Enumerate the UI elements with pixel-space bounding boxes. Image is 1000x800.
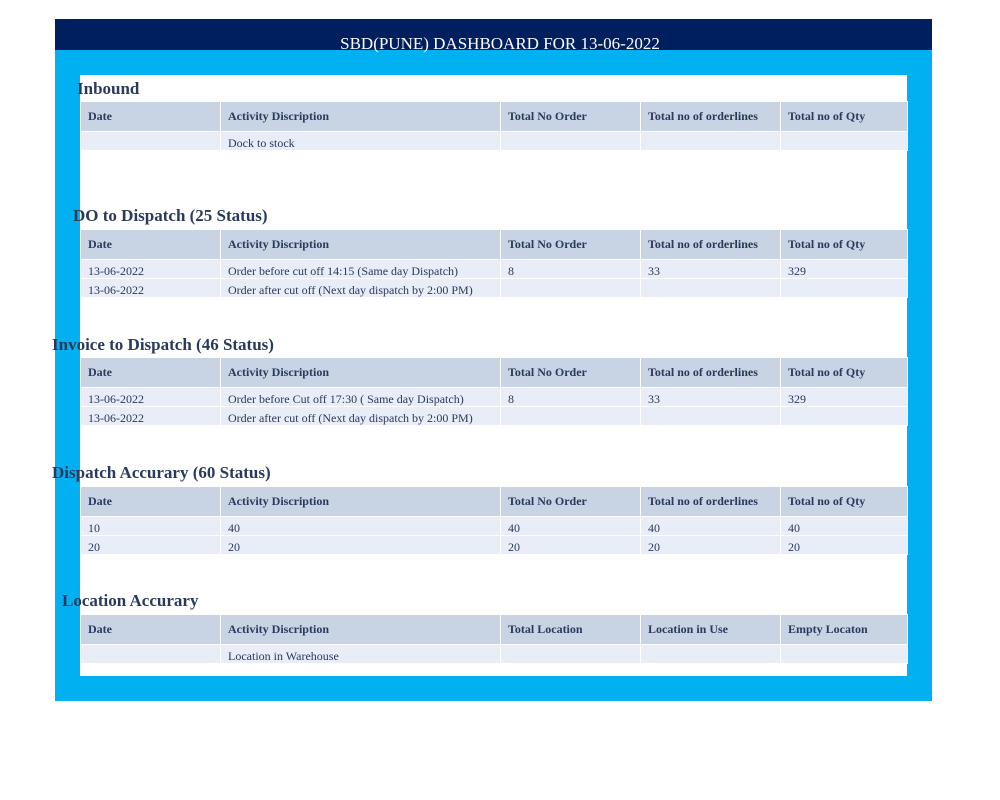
section-table: Date Activity Discription Total No Order To… <box>80 357 908 426</box>
table-cell: 20 <box>80 535 221 555</box>
table-cell: 20 <box>220 535 501 555</box>
table-cell <box>640 278 781 298</box>
table-cell <box>500 406 641 426</box>
table-cell <box>640 131 781 151</box>
column-header: Date <box>80 357 221 388</box>
table-cell: 33 <box>640 259 781 279</box>
section-table: Date Activity Discription Total Location Lo… <box>80 614 908 664</box>
column-header: Date <box>80 614 221 645</box>
table-cell: Order before Cut off 17:30 ( Same day Di… <box>220 387 501 407</box>
column-header: Activity Discription <box>220 614 501 645</box>
column-header: Total no of Qty <box>780 357 908 388</box>
section-title: Invoice to Dispatch (46 Status) <box>52 335 274 354</box>
table-row: 20 20 20 20 20 <box>80 535 908 555</box>
column-header: Activity Discription <box>220 486 501 517</box>
section-title: Dispatch Accurary (60 Status) <box>52 463 271 482</box>
column-header: Total No Order <box>500 486 641 517</box>
table-cell <box>500 644 641 664</box>
column-header: Date <box>80 229 221 260</box>
table-cell: Order after cut off (Next day dispatch b… <box>220 406 501 426</box>
page-title: SBD(PUNE) DASHBOARD FOR 13-06-2022 <box>340 34 660 53</box>
column-header: Date <box>80 486 221 517</box>
table-cell <box>780 644 908 664</box>
table-row: Dock to stock <box>80 131 908 151</box>
table-cell: Order after cut off (Next day dispatch b… <box>220 278 501 298</box>
table-cell <box>640 406 781 426</box>
table-cell: Order before cut off 14:15 (Same day Dis… <box>220 259 501 279</box>
table-header-row: Date Activity Discription Total No Order To… <box>80 486 908 517</box>
table-cell: Dock to stock <box>220 131 501 151</box>
table-cell: 13-06-2022 <box>80 278 221 298</box>
table-cell <box>780 406 908 426</box>
table-cell: 40 <box>640 516 781 536</box>
table-cell: 40 <box>500 516 641 536</box>
table-cell <box>500 278 641 298</box>
section-title: Inbound <box>77 79 140 98</box>
table-cell <box>780 278 908 298</box>
table-row: 10 40 40 40 40 <box>80 516 908 536</box>
table-cell: 20 <box>640 535 781 555</box>
table-row: 13-06-2022 Order before Cut off 17:30 ( S… <box>80 387 908 407</box>
column-header: Total no of orderlines <box>640 357 781 388</box>
column-header: Total no of orderlines <box>640 486 781 517</box>
table-cell: 13-06-2022 <box>80 259 221 279</box>
table-cell: 13-06-2022 <box>80 406 221 426</box>
column-header: Activity Discription <box>220 229 501 260</box>
table-row: 13-06-2022 Order after cut off (Next day … <box>80 278 908 298</box>
column-header: Activity Discription <box>220 357 501 388</box>
table-cell: 329 <box>780 387 908 407</box>
table-cell <box>640 644 781 664</box>
column-header: Total no of Qty <box>780 486 908 517</box>
column-header: Total no of Qty <box>780 101 908 132</box>
table-cell: 40 <box>220 516 501 536</box>
table-cell: 13-06-2022 <box>80 387 221 407</box>
column-header: Total No Order <box>500 229 641 260</box>
column-header: Total no of orderlines <box>640 229 781 260</box>
column-header: Total no of orderlines <box>640 101 781 132</box>
section-table: Date Activity Discription Total No Order To… <box>80 101 908 151</box>
table-header-row: Date Activity Discription Total No Order To… <box>80 229 908 260</box>
table-cell: 10 <box>80 516 221 536</box>
table-row: 13-06-2022 Order after cut off (Next day … <box>80 406 908 426</box>
table-cell: 20 <box>500 535 641 555</box>
column-header: Activity Discription <box>220 101 501 132</box>
column-header: Date <box>80 101 221 132</box>
table-cell: 329 <box>780 259 908 279</box>
table-cell <box>780 131 908 151</box>
section-title: Location Accurary <box>62 591 199 610</box>
table-cell: 8 <box>500 387 641 407</box>
table-cell: 40 <box>780 516 908 536</box>
column-header: Empty Locaton <box>780 614 908 645</box>
section-table: Date Activity Discription Total No Order To… <box>80 229 908 298</box>
header-bar <box>55 19 932 50</box>
table-cell <box>80 131 221 151</box>
table-row: 13-06-2022 Order before cut off 14:15 (Sa… <box>80 259 908 279</box>
section-title: DO to Dispatch (25 Status) <box>73 206 268 225</box>
table-cell: Location in Warehouse <box>220 644 501 664</box>
table-cell: 20 <box>780 535 908 555</box>
table-header-row: Date Activity Discription Total Location Lo… <box>80 614 908 645</box>
table-row: Location in Warehouse <box>80 644 908 664</box>
column-header: Total no of Qty <box>780 229 908 260</box>
table-cell <box>500 131 641 151</box>
table-cell <box>80 644 221 664</box>
column-header: Total No Order <box>500 101 641 132</box>
column-header: Location in Use <box>640 614 781 645</box>
section-table: Date Activity Discription Total No Order To… <box>80 486 908 555</box>
table-cell: 8 <box>500 259 641 279</box>
column-header: Total No Order <box>500 357 641 388</box>
table-cell: 33 <box>640 387 781 407</box>
table-header-row: Date Activity Discription Total No Order To… <box>80 101 908 132</box>
column-header: Total Location <box>500 614 641 645</box>
table-header-row: Date Activity Discription Total No Order To… <box>80 357 908 388</box>
